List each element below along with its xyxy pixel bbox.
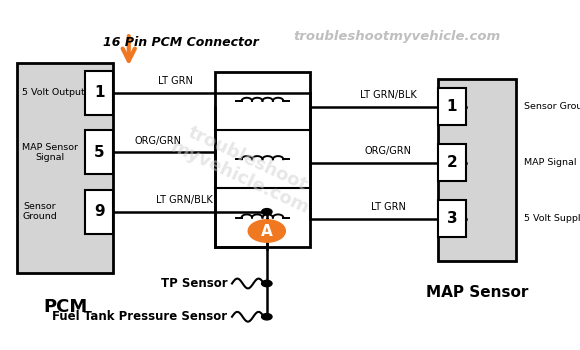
Text: Fuel Tank Pressure Sensor: Fuel Tank Pressure Sensor — [52, 310, 227, 323]
Text: LT GRN: LT GRN — [371, 202, 405, 212]
Text: LT GRN/BLK: LT GRN/BLK — [360, 90, 416, 100]
Text: MAP Sensor: MAP Sensor — [426, 285, 528, 300]
FancyBboxPatch shape — [85, 190, 113, 234]
Circle shape — [248, 220, 285, 242]
Text: ORG/GRN: ORG/GRN — [364, 146, 412, 156]
Text: PCM: PCM — [43, 298, 88, 315]
Text: Sensor Ground: Sensor Ground — [524, 102, 580, 111]
FancyBboxPatch shape — [438, 79, 516, 261]
FancyBboxPatch shape — [438, 200, 466, 237]
Text: TP Sensor: TP Sensor — [161, 277, 227, 290]
Text: 5: 5 — [94, 145, 104, 160]
Text: troubleshootmyvehicle.com: troubleshootmyvehicle.com — [293, 30, 501, 43]
Text: LT GRN/BLK: LT GRN/BLK — [156, 195, 212, 205]
Circle shape — [262, 209, 272, 215]
Text: A: A — [261, 224, 273, 238]
Text: 3: 3 — [447, 211, 457, 226]
FancyBboxPatch shape — [215, 72, 310, 247]
Text: LT GRN: LT GRN — [158, 76, 193, 86]
FancyBboxPatch shape — [85, 131, 113, 174]
Text: troubleshoot
myvehicle.com: troubleshoot myvehicle.com — [167, 119, 320, 217]
Circle shape — [262, 314, 272, 320]
Text: MAP Sensor
Signal: MAP Sensor Signal — [22, 142, 78, 162]
Text: 5 Volt Supply: 5 Volt Supply — [524, 214, 580, 223]
Text: 1: 1 — [94, 85, 104, 100]
Text: 2: 2 — [447, 155, 457, 170]
FancyBboxPatch shape — [438, 88, 466, 125]
FancyBboxPatch shape — [438, 144, 466, 181]
Text: 9: 9 — [94, 204, 104, 219]
Circle shape — [262, 280, 272, 287]
FancyBboxPatch shape — [85, 71, 113, 115]
Text: 16 Pin PCM Connector: 16 Pin PCM Connector — [103, 35, 259, 49]
FancyBboxPatch shape — [17, 63, 113, 273]
Text: 1: 1 — [447, 99, 457, 114]
Text: Sensor
Ground: Sensor Ground — [22, 202, 57, 222]
Text: MAP Signal: MAP Signal — [524, 158, 577, 167]
Text: ORG/GRN: ORG/GRN — [135, 136, 182, 146]
Text: 5 Volt Output: 5 Volt Output — [22, 88, 85, 97]
